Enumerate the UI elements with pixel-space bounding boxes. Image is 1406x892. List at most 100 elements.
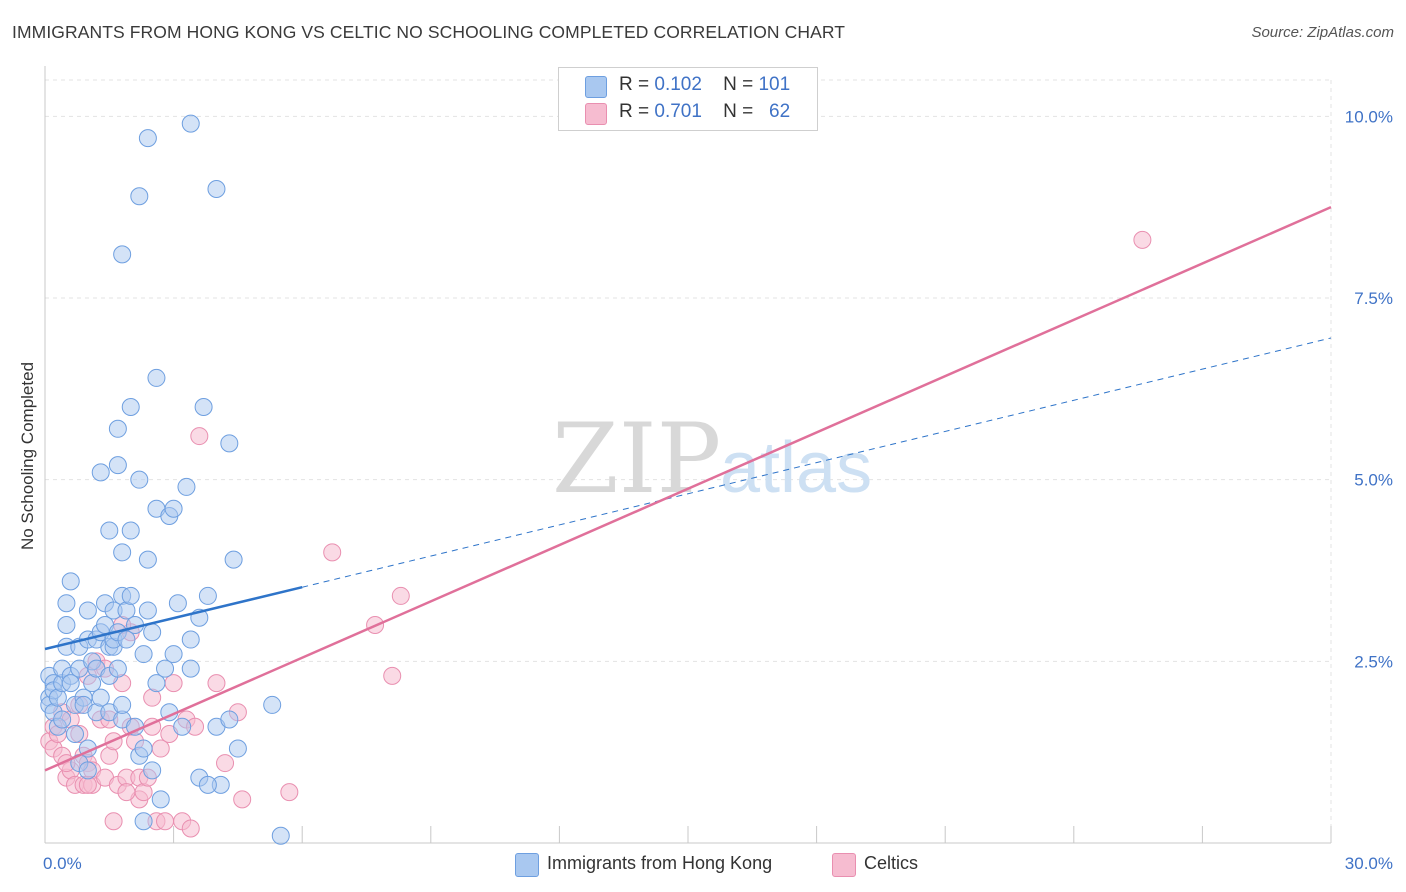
hong-kong-point — [108, 419, 127, 438]
hong-kong-point — [143, 761, 162, 780]
hong-kong-point — [207, 180, 226, 198]
source-label: Source: ZipAtlas.com — [1251, 24, 1394, 41]
legend-n-label: N = — [723, 101, 754, 122]
hong-kong-point — [147, 674, 166, 693]
legend-r-label: R = — [619, 74, 650, 95]
y-tick-label: 10.0% — [1345, 107, 1393, 126]
hong-kong-point — [181, 659, 200, 678]
y-axis-label: No Schooling Completed — [18, 361, 37, 551]
celtics-point — [207, 674, 226, 693]
hong-kong-point — [194, 398, 213, 416]
legend-r-label: R = — [619, 101, 650, 122]
celtics-point — [323, 543, 342, 562]
legend-n-value: 101 — [758, 74, 791, 95]
hong-kong-point — [177, 477, 196, 496]
hong-kong-point — [78, 761, 97, 780]
x-tick-label: 0.0% — [43, 854, 82, 873]
stats-legend: R = 0.102 N = 101 R = 0.701 N = 62 — [558, 67, 818, 131]
legend-r-value: 0.102 — [654, 74, 702, 95]
hong-kong-point — [113, 695, 132, 714]
y-tick-label: 7.5% — [1354, 289, 1393, 308]
hong-kong-point — [108, 456, 127, 475]
hong-kong-point — [134, 739, 153, 758]
hong-kong-point — [66, 725, 85, 743]
legend-n-value: 62 — [769, 101, 791, 122]
hong-kong-point — [100, 521, 119, 540]
hong-kong-point — [181, 114, 200, 133]
x-tick-label: 30.0% — [1345, 854, 1393, 873]
hong-kong-point — [224, 550, 243, 569]
hong-kong-point — [198, 586, 217, 605]
hong-kong-point — [121, 398, 140, 416]
hong-kong-point — [91, 688, 110, 707]
legend-swatch-blue — [585, 76, 607, 98]
hong-kong-point — [61, 572, 80, 591]
hong-kong-point — [134, 812, 153, 831]
celtics-point — [181, 819, 200, 838]
bottom-legend-label: Celtics — [864, 853, 919, 873]
hong-kong-point — [220, 710, 239, 729]
hong-kong-point — [271, 826, 290, 845]
hong-kong-point — [61, 674, 80, 693]
hong-kong-point — [121, 521, 140, 540]
hong-kong-point — [164, 645, 183, 664]
tick-labels: 2.5% 5.0% 7.5% 10.0% 0.0% 30.0% — [43, 107, 1393, 873]
hong-kong-trend-line — [44, 585, 303, 651]
hong-kong-point — [113, 245, 132, 264]
hong-kong-point — [130, 187, 149, 206]
celtics-point — [1133, 230, 1152, 249]
hong-kong-point — [138, 129, 157, 148]
hong-kong-point — [57, 616, 76, 634]
hong-kong-point — [143, 623, 162, 642]
celtics-point — [117, 783, 136, 802]
y-tick-label: 2.5% — [1354, 652, 1393, 671]
celtics-point — [190, 427, 209, 446]
hong-kong-point — [138, 601, 157, 620]
hong-kong-point — [151, 790, 170, 809]
hong-kong-point — [121, 586, 140, 605]
celtics-point — [280, 783, 299, 802]
hong-kong-point — [117, 630, 136, 649]
legend-swatch-pink — [585, 103, 607, 125]
hong-kong-point — [228, 739, 247, 758]
hong-kong-point — [147, 368, 166, 387]
hong-kong-points — [40, 114, 290, 845]
celtics-point — [104, 812, 123, 831]
hong-kong-point — [181, 630, 200, 649]
hong-kong-point — [53, 710, 72, 729]
celtics-point — [216, 754, 235, 773]
celtics-point — [233, 790, 252, 809]
hong-kong-point — [168, 594, 187, 613]
hong-kong-point — [108, 659, 127, 678]
hong-kong-point — [134, 645, 153, 664]
chart-title: IMMIGRANTS FROM HONG KONG VS CELTIC NO S… — [12, 22, 846, 42]
hong-kong-trend-extension — [302, 337, 1332, 588]
hong-kong-point — [164, 499, 183, 518]
hong-kong-point — [130, 470, 149, 489]
watermark: ZIP atlas — [552, 403, 872, 515]
watermark-zip: ZIP — [552, 403, 721, 515]
hong-kong-point — [78, 601, 97, 620]
legend-r-value: 0.701 — [654, 101, 702, 122]
trend-lines — [44, 206, 1332, 772]
bottom-legend-label: Immigrants from Hong Kong — [547, 853, 773, 873]
hong-kong-point — [138, 550, 157, 569]
bottom-legend-swatch-blue — [515, 853, 539, 877]
hong-kong-point — [220, 434, 239, 453]
legend-n-label: N = — [723, 74, 754, 95]
hong-kong-point — [57, 594, 76, 613]
hong-kong-point — [156, 659, 175, 678]
hong-kong-point — [263, 695, 282, 714]
celtics-point — [156, 812, 175, 831]
hong-kong-point — [91, 463, 110, 482]
y-tick-label: 5.0% — [1354, 471, 1393, 490]
celtics-point — [391, 586, 410, 605]
celtics-trend-line — [44, 206, 1332, 772]
hong-kong-point — [198, 775, 217, 794]
hong-kong-point — [173, 717, 192, 736]
celtics-points — [40, 230, 1152, 838]
celtics-point — [383, 666, 402, 685]
bottom-legend-swatch-pink — [832, 853, 856, 877]
hong-kong-point — [113, 543, 132, 562]
